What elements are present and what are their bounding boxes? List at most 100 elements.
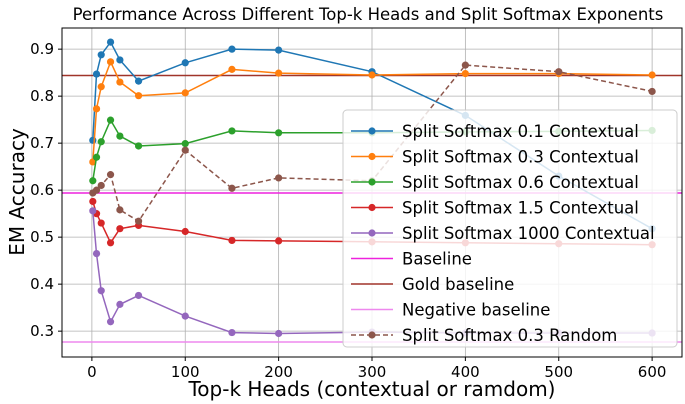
x-tick-label: 200 — [264, 363, 293, 381]
legend-entry: Baseline — [351, 250, 472, 269]
data-point — [92, 186, 101, 194]
data-point — [228, 184, 236, 192]
legend-entry: Split Softmax 1000 Contextual — [351, 224, 655, 243]
data-point — [92, 250, 101, 258]
y-tick-label: 0.8 — [30, 87, 54, 105]
data-point — [92, 153, 101, 161]
legend-marker — [368, 229, 376, 237]
legend-label: Split Softmax 1000 Contextual — [402, 224, 655, 243]
legend-entry: Split Softmax 0.1 Contextual — [351, 122, 639, 141]
data-point — [461, 69, 469, 78]
y-axis-label: EM Accuracy — [5, 128, 29, 256]
legend-label: Gold baseline — [402, 275, 514, 294]
data-point — [106, 171, 115, 179]
data-point — [275, 69, 283, 77]
x-tick-label: 0 — [87, 363, 97, 381]
legend-entry: Split Softmax 0.3 Contextual — [351, 148, 639, 167]
y-tick-label: 0.9 — [30, 40, 54, 58]
data-point — [368, 71, 376, 79]
legend-label: Split Softmax 0.3 Random — [402, 326, 617, 345]
legend-entry: Split Softmax 1.5 Contextual — [351, 199, 639, 218]
data-point — [181, 59, 189, 67]
data-point — [648, 87, 656, 96]
data-point — [275, 329, 283, 338]
legend-label: Split Softmax 1.5 Contextual — [402, 199, 639, 218]
legend-marker — [368, 152, 376, 161]
data-point — [134, 92, 143, 100]
legend-entry: Gold baseline — [351, 275, 514, 294]
data-point — [92, 105, 101, 113]
data-point — [275, 46, 283, 54]
legend-entry: Negative baseline — [351, 301, 550, 320]
x-tick-label: 300 — [358, 363, 387, 381]
data-point — [97, 51, 105, 59]
data-point — [97, 219, 105, 227]
data-point — [181, 146, 189, 154]
data-point — [116, 225, 124, 233]
data-point — [181, 227, 189, 236]
data-point — [116, 132, 124, 140]
legend-label: Negative baseline — [402, 301, 550, 320]
data-point — [97, 181, 105, 190]
series-6 — [89, 61, 656, 225]
y-tick-label: 0.3 — [30, 322, 54, 340]
data-point — [648, 71, 656, 79]
y-tick-label: 0.4 — [30, 275, 54, 293]
legend-marker — [368, 331, 376, 339]
data-point — [134, 77, 143, 85]
x-axis: 0 100 200 300 400 500 600 — [87, 357, 666, 381]
data-point — [97, 287, 105, 295]
x-tick-label: 400 — [451, 363, 480, 381]
y-tick-label: 0.5 — [30, 228, 54, 246]
legend-label: Split Softmax 0.6 Contextual — [402, 173, 639, 192]
data-point — [106, 58, 115, 66]
legend-marker — [368, 203, 376, 212]
legend-label: Split Softmax 0.3 Contextual — [402, 148, 639, 167]
data-point — [134, 217, 143, 225]
legend-entry: Split Softmax 0.6 Contextual — [351, 173, 639, 192]
x-tick-label: 500 — [544, 363, 573, 381]
legend-entry: Split Softmax 0.3 Random — [351, 326, 617, 345]
legend-marker — [368, 178, 376, 186]
data-point — [228, 127, 236, 135]
data-point — [89, 197, 97, 206]
x-axis-label: Top-k Heads (contextual or ramdom) — [187, 377, 555, 401]
data-point — [228, 65, 236, 73]
data-point — [228, 236, 236, 245]
data-point — [181, 312, 189, 320]
x-tick-label: 600 — [638, 363, 667, 381]
data-point — [97, 138, 105, 146]
y-tick-label: 0.7 — [30, 134, 54, 152]
data-point — [181, 140, 189, 148]
series-2 — [89, 58, 656, 166]
data-point — [461, 61, 469, 69]
data-point — [228, 45, 236, 53]
data-point — [106, 116, 115, 124]
data-point — [89, 136, 97, 144]
data-point — [275, 174, 283, 182]
data-point — [228, 328, 236, 337]
data-point — [181, 89, 189, 97]
legend-box — [342, 109, 678, 348]
data-point — [89, 207, 97, 215]
legend-label: Split Softmax 0.1 Contextual — [402, 122, 639, 141]
data-point — [116, 78, 124, 86]
data-point — [555, 68, 563, 76]
data-point — [134, 291, 143, 300]
chart-title: Performance Across Different Top-k Heads… — [73, 5, 664, 24]
x-tick-label: 100 — [171, 363, 200, 381]
y-tick-label: 0.6 — [30, 181, 54, 199]
legend: Split Softmax 0.1 Contextual Split Softma… — [342, 109, 678, 348]
data-point — [97, 83, 105, 91]
data-point — [106, 38, 115, 46]
data-point — [116, 56, 124, 64]
data-point — [106, 318, 115, 326]
data-point — [116, 300, 124, 308]
legend-label: Baseline — [402, 250, 472, 269]
data-point — [134, 142, 143, 150]
data-point — [106, 239, 115, 247]
data-point — [92, 70, 101, 78]
legend-marker — [368, 127, 376, 135]
data-point — [89, 177, 97, 185]
